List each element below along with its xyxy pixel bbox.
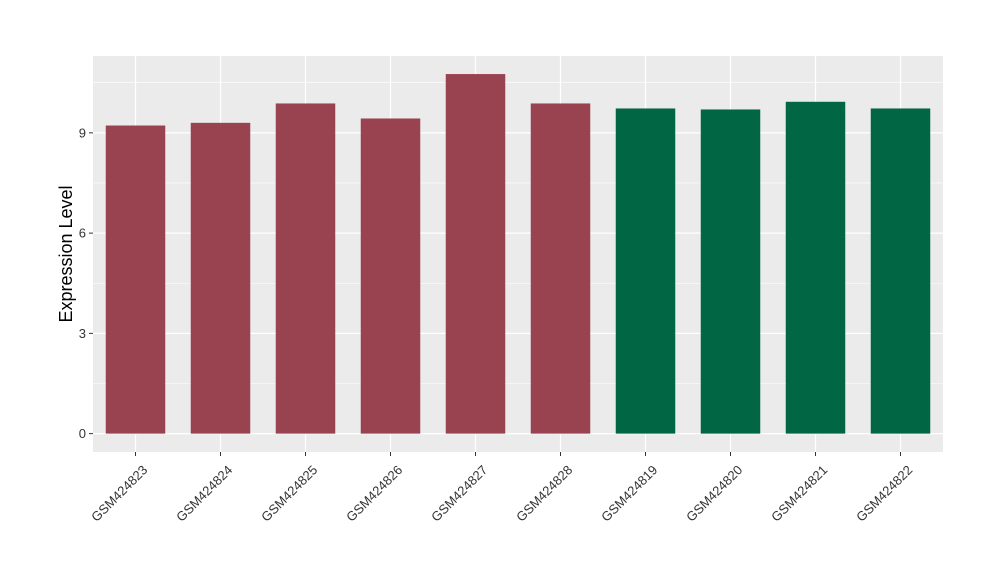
bar-GSM424824 — [190, 122, 251, 434]
bar-GSM424826 — [360, 118, 421, 434]
x-tick-label: GSM424823 — [88, 462, 150, 524]
bar-GSM424823 — [105, 125, 166, 434]
y-tick-label: 3 — [79, 326, 86, 341]
x-axis: GSM424823 GSM424824 GSM424825 GSM424826 GSM4… — [88, 452, 915, 525]
y-axis-title: Expression Level — [56, 185, 76, 322]
bar-GSM424822 — [870, 108, 931, 434]
bar-GSM424820 — [700, 109, 761, 434]
y-tick-label: 6 — [79, 226, 86, 241]
x-tick-label: GSM424821 — [768, 462, 830, 524]
bar-GSM424827 — [445, 74, 506, 434]
bar-GSM424825 — [275, 103, 336, 434]
y-tick-label: 9 — [79, 125, 86, 140]
y-tick-label: 0 — [79, 426, 86, 441]
x-tick-label: GSM424819 — [598, 462, 660, 524]
bar-GSM424828 — [530, 103, 591, 434]
bars — [105, 74, 931, 434]
x-tick-label: GSM424824 — [173, 462, 235, 524]
x-tick-label: GSM424820 — [683, 462, 745, 524]
x-tick-label: GSM424827 — [428, 462, 490, 524]
bar-GSM424821 — [785, 101, 846, 434]
y-axis: 0 3 6 9 — [79, 125, 93, 441]
x-tick-label: GSM424822 — [853, 462, 915, 524]
x-tick-label: GSM424826 — [343, 462, 405, 524]
x-tick-label: GSM424828 — [513, 462, 575, 524]
bar-GSM424819 — [615, 108, 676, 434]
x-tick-label: GSM424825 — [258, 462, 320, 524]
